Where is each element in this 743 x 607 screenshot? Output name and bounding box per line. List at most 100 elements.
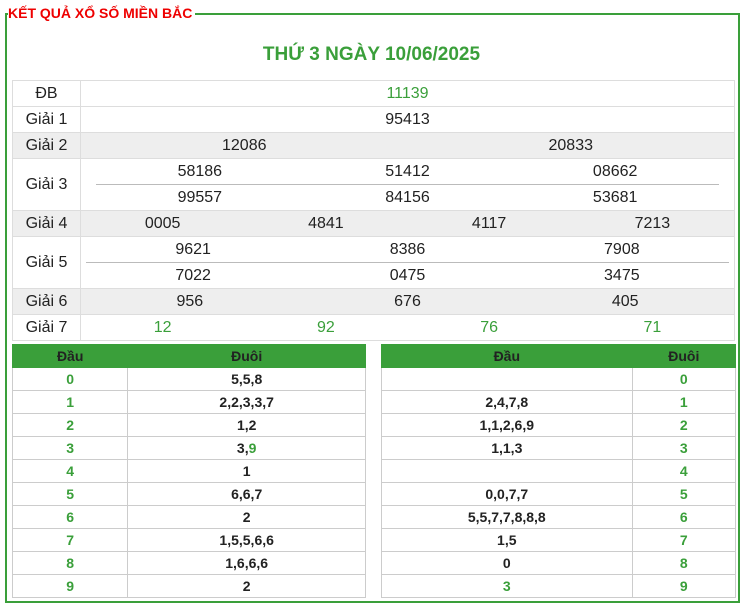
loto-cell: 9 bbox=[11, 574, 129, 598]
prize-number: 8386 bbox=[389, 240, 426, 258]
prize-line: 0005 4841 4117 7213 bbox=[81, 211, 734, 236]
prize-number: 676 bbox=[394, 292, 421, 310]
head-table: Đầu Đuôi 0 5,5,8 1 2,2,3,3,7 2 1,2 3 3,9 4 1 5 6,6,7 6… bbox=[11, 344, 366, 598]
loto-cell: 0,0,7,7 bbox=[381, 482, 633, 506]
digit-part: 3 bbox=[502, 578, 511, 594]
loto-cell: 3 bbox=[631, 436, 737, 460]
prize-label: Giải 7 bbox=[12, 314, 81, 341]
prize-row: Giải 4 0005 4841 4117 7213 bbox=[12, 210, 735, 237]
loto-row: 1,1,2,6,9 2 bbox=[381, 413, 737, 437]
loto-cell: 2 bbox=[127, 505, 366, 529]
prize-number: 0475 bbox=[389, 266, 426, 284]
prize-number: 20833 bbox=[548, 136, 594, 154]
loto-cell: 5 bbox=[631, 482, 737, 506]
prize-row: Giải 3 58186 51412 08662 99557 84156 53681 bbox=[12, 158, 735, 211]
prize-row: Giải 2 12086 20833 bbox=[12, 132, 735, 159]
prize-line: 99557 84156 53681 bbox=[96, 185, 719, 210]
prize-line: 95413 bbox=[81, 107, 734, 132]
loto-cell: 1,1,3 bbox=[381, 436, 633, 460]
prize-values: 0005 4841 4117 7213 bbox=[80, 210, 735, 237]
loto-row: 5 6,6,7 bbox=[11, 482, 366, 506]
prize-number: 0005 bbox=[144, 214, 181, 232]
loto-cell: 3 bbox=[381, 574, 633, 598]
loto-cell: 1 bbox=[631, 390, 737, 414]
prize-number: 12086 bbox=[222, 136, 267, 154]
prize-number: 53681 bbox=[592, 188, 638, 206]
prize-row: Giải 7 12 92 76 71 bbox=[12, 314, 735, 341]
loto-cell: 4 bbox=[11, 459, 129, 483]
loto-cell: 7 bbox=[11, 528, 129, 552]
loto-cell: 0 bbox=[381, 551, 633, 575]
prize-values: 9621 8386 7908 7022 0475 3475 bbox=[80, 236, 735, 289]
prize-label: Giải 6 bbox=[12, 288, 81, 315]
digit-part: 3, bbox=[236, 440, 249, 456]
subtitle: THỨ 3 NGÀY 10/06/2025 bbox=[262, 44, 481, 65]
prize-line: 11139 bbox=[81, 81, 734, 106]
loto-row: 2,4,7,8 1 bbox=[381, 390, 737, 414]
loto-cell: 8 bbox=[11, 551, 129, 575]
prize-row: Giải 6 956 676 405 bbox=[12, 288, 735, 315]
prize-label: Giải 3 bbox=[12, 158, 81, 211]
prize-number: 4841 bbox=[308, 214, 344, 232]
prize-label: ĐB bbox=[12, 80, 81, 107]
prize-number: 11139 bbox=[386, 84, 429, 102]
prize-line: 58186 51412 08662 bbox=[96, 159, 719, 185]
loto-cell: 2 bbox=[631, 413, 737, 437]
header-row: Đầu Đuôi bbox=[11, 344, 366, 368]
prize-number: 12 bbox=[153, 318, 172, 336]
loto-row: 1,5 7 bbox=[381, 528, 737, 552]
loto-cell: 0 bbox=[631, 367, 737, 391]
loto-cell: 2 bbox=[127, 574, 366, 598]
prize-values: 12 92 76 71 bbox=[80, 314, 735, 341]
prize-label: Giải 5 bbox=[12, 236, 81, 289]
loto-cell: 6 bbox=[631, 505, 737, 529]
loto-cell: 1,1,2,6,9 bbox=[381, 413, 633, 437]
loto-cell: 2,4,7,8 bbox=[381, 390, 633, 414]
prize-values: 58186 51412 08662 99557 84156 53681 bbox=[80, 158, 735, 211]
prize-line: 956 676 405 bbox=[81, 289, 734, 314]
loto-cell: 6 bbox=[11, 505, 129, 529]
prize-number: 956 bbox=[176, 292, 204, 310]
prize-number: 405 bbox=[611, 292, 639, 310]
loto-cell: 2 bbox=[11, 413, 129, 437]
loto-row: 4 bbox=[381, 459, 737, 483]
prize-number: 95413 bbox=[385, 110, 430, 128]
loto-row: 5,5,7,7,8,8,8 6 bbox=[381, 505, 737, 529]
prize-row: ĐB 11139 bbox=[12, 80, 735, 107]
prize-values: 12086 20833 bbox=[80, 132, 735, 159]
prize-number: 84156 bbox=[385, 188, 430, 206]
prize-number: 71 bbox=[643, 318, 662, 336]
prize-label: Giải 4 bbox=[12, 210, 81, 237]
prize-values: 95413 bbox=[80, 106, 735, 133]
prize-number: 76 bbox=[480, 318, 499, 336]
header-row: Đầu Đuôi bbox=[381, 344, 737, 368]
loto-cell: 1 bbox=[11, 390, 129, 414]
loto-cell bbox=[381, 367, 633, 391]
prize-number: 58186 bbox=[177, 162, 223, 180]
prize-number: 7908 bbox=[604, 240, 640, 258]
header-cell: Đuôi bbox=[127, 344, 366, 368]
prize-values: 11139 bbox=[80, 80, 735, 107]
title: KẾT QUẢ XỔ SỐ MIỀN BẮC bbox=[8, 4, 196, 22]
digit-part: 9 bbox=[248, 440, 257, 456]
loto-row: 0 5,5,8 bbox=[11, 367, 366, 391]
header-cell: Đầu bbox=[11, 344, 129, 368]
loto-row: 3 3,9 bbox=[11, 436, 366, 460]
prize-values: 956 676 405 bbox=[80, 288, 735, 315]
prize-number: 08662 bbox=[592, 162, 638, 180]
prize-line: 9621 8386 7908 bbox=[86, 237, 729, 263]
loto-cell: 1,5 bbox=[381, 528, 633, 552]
loto-cell: 1 bbox=[127, 459, 366, 483]
loto-row: 2 1,2 bbox=[11, 413, 366, 437]
prize-line: 7022 0475 3475 bbox=[86, 263, 729, 288]
loto-row: 1,1,3 3 bbox=[381, 436, 737, 460]
loto-cell: 0 bbox=[11, 367, 129, 391]
prize-number: 99557 bbox=[177, 188, 223, 206]
prize-line: 12 92 76 71 bbox=[81, 315, 734, 340]
loto-cell: 2,2,3,3,7 bbox=[127, 390, 366, 414]
loto-cell: 6,6,7 bbox=[127, 482, 366, 506]
